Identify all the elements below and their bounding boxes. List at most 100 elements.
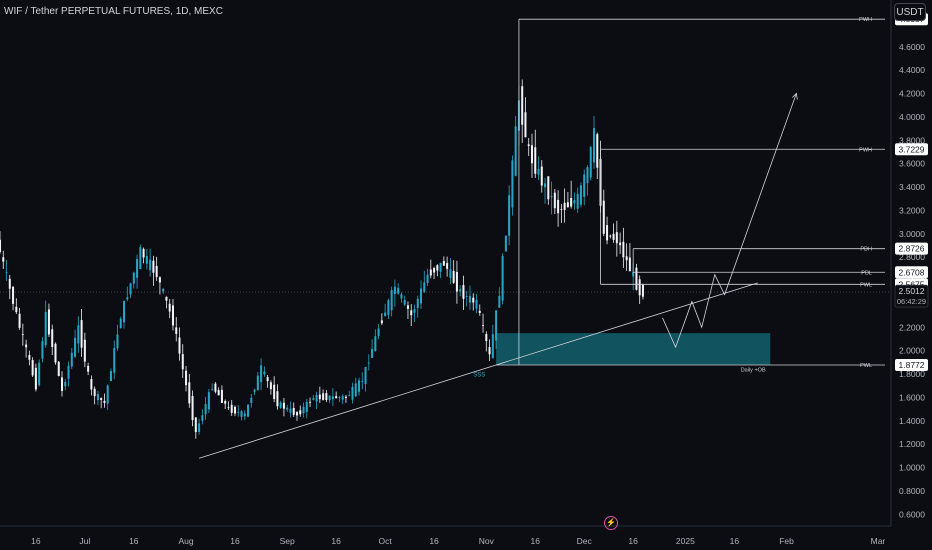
candle-body	[488, 347, 491, 355]
candle-body	[485, 334, 488, 342]
price-tick-label: 3.4000	[899, 182, 925, 192]
candle-body	[322, 393, 325, 400]
candle-body	[390, 290, 393, 311]
candle-body	[602, 200, 605, 234]
candle-body	[171, 305, 174, 326]
candle-body	[491, 334, 494, 358]
time-tick-label: Oct	[379, 536, 393, 546]
candle-body	[482, 325, 485, 326]
candle-body	[315, 395, 318, 402]
price-tick-label: 0.6000	[899, 509, 925, 519]
candle-body	[233, 406, 237, 414]
candle-body	[592, 128, 596, 163]
candle-body	[243, 413, 246, 417]
candle-body	[501, 255, 504, 301]
candle-body	[449, 269, 452, 278]
candle-body	[286, 407, 289, 410]
lightning-icon[interactable]: ⚡	[604, 516, 618, 530]
candle-body	[472, 297, 475, 303]
candle-body	[188, 382, 191, 404]
candle-body	[282, 402, 285, 409]
candle-body	[537, 168, 540, 175]
candle-body	[178, 337, 181, 354]
candle-body	[374, 336, 377, 352]
candle-body	[93, 388, 96, 397]
candle-body	[116, 334, 119, 349]
candle-body	[348, 394, 351, 396]
candle-body	[194, 417, 197, 433]
time-tick-label: Aug	[178, 536, 193, 546]
candle-body	[596, 134, 599, 168]
currency-button[interactable]: USDT	[894, 3, 926, 21]
time-tick-label: Jul	[79, 536, 90, 546]
candle-body	[299, 410, 302, 415]
candle-body	[530, 145, 534, 164]
candle-body	[635, 267, 638, 290]
candle-body	[589, 147, 592, 178]
candle-body	[289, 408, 292, 413]
candle-body	[433, 268, 436, 273]
candle-body	[534, 147, 537, 174]
candle-body	[204, 404, 207, 415]
candle-body	[155, 265, 158, 278]
time-tick-label: 16	[230, 536, 240, 546]
candle-body	[34, 367, 37, 390]
candle-body	[338, 397, 341, 398]
candle-body	[619, 242, 622, 246]
candle-body	[495, 310, 498, 341]
candle-body	[96, 394, 99, 401]
candle-body	[168, 303, 171, 312]
candle-body	[420, 288, 423, 304]
candle-body	[74, 337, 77, 357]
candle-body	[41, 341, 44, 359]
last-price-label: 2.5012	[899, 286, 925, 296]
level-price-box	[895, 143, 928, 156]
candle-body	[31, 360, 34, 376]
candle-body	[452, 270, 455, 283]
candle-body	[201, 415, 204, 421]
countdown-label: 06:42:29	[897, 297, 926, 306]
candle-body	[550, 196, 553, 198]
price-tick-label: 1.0000	[899, 463, 925, 473]
price-tick-label: 2.0000	[899, 346, 925, 356]
candle-body	[279, 402, 282, 408]
candle-body	[436, 265, 439, 271]
candle-body	[292, 408, 295, 415]
level-price-label: 1.8772	[899, 360, 925, 370]
candle-body	[57, 361, 60, 376]
order-block-zone	[496, 333, 771, 365]
candle-body	[628, 257, 631, 272]
candle-body	[136, 258, 139, 278]
candle-body	[524, 112, 527, 138]
price-tick-label: 1.6000	[899, 392, 925, 402]
candle-body	[498, 295, 501, 308]
price-tick-label: 2.8000	[899, 252, 925, 262]
candle-body	[139, 247, 142, 270]
candle-body	[302, 406, 305, 414]
candle-body	[119, 318, 122, 329]
candle-body	[325, 393, 328, 401]
candle-body	[5, 272, 8, 274]
candle-body	[47, 309, 50, 335]
candle-body	[615, 232, 618, 244]
candle-body	[256, 375, 259, 391]
candle-body	[149, 259, 152, 271]
candle-body	[142, 248, 145, 258]
candle-body	[632, 272, 635, 277]
candle-body	[260, 365, 263, 383]
candle-body	[230, 404, 233, 413]
level-label: PDH	[860, 247, 872, 253]
candle-body	[21, 334, 24, 336]
candle-body	[276, 391, 279, 407]
candle-body	[15, 306, 18, 313]
candle-body	[380, 320, 383, 324]
candle-body	[354, 383, 357, 397]
candle-body	[198, 423, 201, 432]
candle-body	[250, 397, 253, 404]
candle-body	[90, 379, 93, 390]
candle-body	[263, 371, 266, 375]
candle-body	[544, 183, 547, 188]
price-tick-label: 1.4000	[899, 416, 925, 426]
candle-body	[641, 284, 644, 297]
